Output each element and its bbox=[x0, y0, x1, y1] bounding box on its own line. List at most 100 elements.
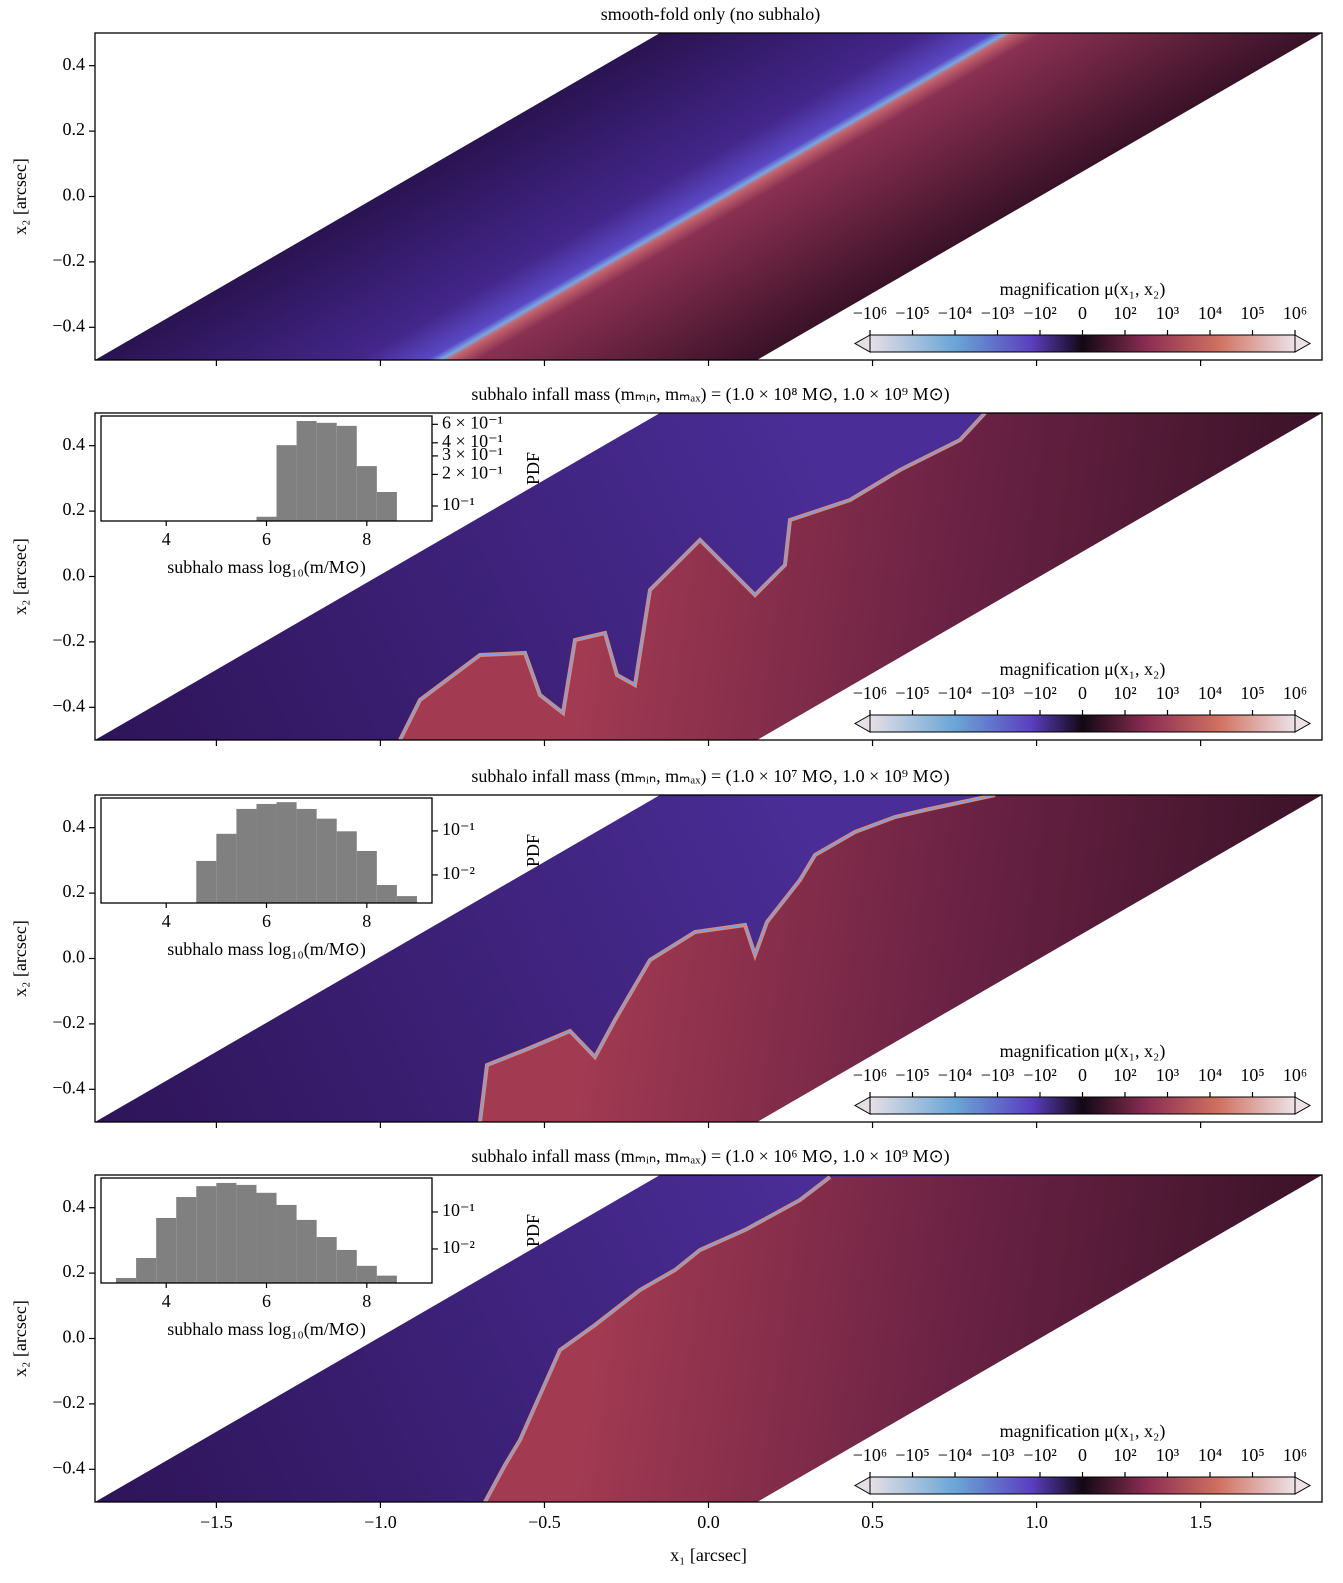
y-tick-label: −0.2 bbox=[52, 1392, 85, 1412]
y-tick-label: −0.4 bbox=[52, 315, 85, 335]
colorbar-tick-label: −10² bbox=[1023, 683, 1057, 703]
histogram-bar bbox=[196, 1186, 217, 1283]
x-tick-label: 0.0 bbox=[697, 1512, 720, 1532]
histogram-bar bbox=[276, 802, 297, 903]
colorbar-tick-label: −10⁴ bbox=[938, 683, 972, 703]
x-tick-label: −1.5 bbox=[200, 1512, 233, 1532]
y-axis-label: x₂ [arcsec] bbox=[10, 538, 30, 615]
colorbar-tick-label: −10⁵ bbox=[895, 1065, 929, 1085]
histogram-bar bbox=[296, 421, 317, 521]
inset-y-tick-label: 10⁻¹ bbox=[442, 819, 475, 839]
histogram-bar bbox=[316, 1237, 337, 1283]
colorbar-tick-label: −10⁴ bbox=[938, 303, 972, 323]
colorbar-tick-label: −10³ bbox=[981, 683, 1015, 703]
histogram-bar bbox=[376, 491, 397, 521]
colorbar-label: magnification μ(x₁, x₂) bbox=[1000, 1041, 1166, 1062]
y-tick-label: 0.2 bbox=[63, 119, 86, 139]
inset-y-tick-label: 3 × 10⁻¹ bbox=[442, 444, 503, 464]
colorbar-extend-high bbox=[1294, 714, 1312, 733]
colorbar-tick-label: 0 bbox=[1078, 683, 1087, 703]
colorbar-tick-label: 0 bbox=[1078, 1445, 1087, 1465]
colorbar-tick-label: −10⁶ bbox=[853, 1065, 887, 1085]
histogram-bar bbox=[276, 445, 297, 521]
histogram-bar bbox=[316, 422, 337, 521]
y-tick-label: −0.2 bbox=[52, 250, 85, 270]
colorbar-body bbox=[869, 1096, 1296, 1115]
histogram-bar bbox=[376, 884, 397, 903]
colorbar-extend-high bbox=[1294, 334, 1312, 353]
colorbar-tick-label: 10⁶ bbox=[1283, 683, 1307, 703]
y-tick-label: 0.2 bbox=[63, 881, 86, 901]
inset-y-tick-label: 4 × 10⁻¹ bbox=[442, 431, 503, 451]
inset-y-label: PDF bbox=[523, 834, 543, 867]
colorbar-extend-low bbox=[853, 334, 871, 353]
positive-region bbox=[400, 413, 1322, 740]
colorbar-extend-low bbox=[853, 1476, 871, 1495]
y-tick-label: 0.0 bbox=[63, 185, 86, 205]
inset-y-tick-label: 2 × 10⁻¹ bbox=[442, 463, 503, 483]
y-tick-label: −0.4 bbox=[52, 695, 85, 715]
x-tick-label: 0.5 bbox=[861, 1512, 884, 1532]
histogram-bar bbox=[396, 896, 417, 903]
colorbar-tick-label: −10³ bbox=[981, 1445, 1015, 1465]
colorbar: −10⁶ −10⁵ −10⁴ −10³ −10² 0 10² 10³ 10⁴ 10⁵ 10⁶ magn… bbox=[853, 279, 1312, 353]
panel-title: smooth-fold only (no subhalo) bbox=[601, 4, 820, 25]
colorbar-tick-label: −10² bbox=[1023, 1445, 1057, 1465]
y-tick-label: 0.4 bbox=[63, 816, 86, 836]
colorbar-extend-high bbox=[1294, 1476, 1312, 1495]
y-axis-label: x₂ [arcsec] bbox=[10, 158, 30, 235]
y-tick-label: 0.4 bbox=[63, 1196, 86, 1216]
histogram-bar bbox=[256, 516, 277, 521]
inset-y-label: PDF bbox=[523, 1214, 543, 1247]
colorbar-tick-label: 10² bbox=[1113, 303, 1136, 323]
colorbar-tick-label: 10⁵ bbox=[1240, 683, 1264, 703]
colorbar: −10⁶ −10⁵ −10⁴ −10³ −10² 0 10² 10³ 10⁴ 10⁵ 10⁶ magn… bbox=[853, 1041, 1312, 1115]
colorbar-tick-label: 10³ bbox=[1156, 683, 1180, 703]
colorbar-tick-label: 10³ bbox=[1156, 1065, 1180, 1085]
colorbar-tick-label: 10³ bbox=[1156, 1445, 1180, 1465]
histogram-bar bbox=[336, 425, 357, 521]
y-tick-label: 0.0 bbox=[63, 565, 86, 585]
critical-curve bbox=[484, 1176, 831, 1502]
colorbar-tick-label: 10⁵ bbox=[1240, 1445, 1264, 1465]
histogram-bar bbox=[256, 1192, 277, 1283]
colorbar-tick-label: 0 bbox=[1078, 303, 1087, 323]
colorbar-tick-label: 10³ bbox=[1156, 303, 1180, 323]
histogram-bar bbox=[356, 850, 377, 903]
colorbar-tick-label: 10⁶ bbox=[1283, 1065, 1307, 1085]
inset-x-label: subhalo mass log₁₀(m/M⊙) bbox=[167, 1319, 366, 1340]
inset-y-tick-label: 6 × 10⁻¹ bbox=[442, 412, 503, 432]
colorbar-tick-label: −10⁶ bbox=[853, 683, 887, 703]
colorbar-extend-low bbox=[853, 714, 871, 733]
histogram-bar bbox=[296, 808, 317, 903]
inset-x-label: subhalo mass log₁₀(m/M⊙) bbox=[167, 939, 366, 960]
inset-y-tick-label: 10⁻² bbox=[442, 863, 475, 883]
colorbar-tick-label: −10⁵ bbox=[895, 1445, 929, 1465]
histogram-bar bbox=[216, 833, 237, 903]
histogram-bar bbox=[296, 1219, 317, 1283]
inset-y-tick-label: 10⁻² bbox=[442, 1237, 475, 1257]
colorbar-tick-label: −10⁴ bbox=[938, 1445, 972, 1465]
y-tick-label: 0.4 bbox=[63, 434, 86, 454]
y-axis-label: x₂ [arcsec] bbox=[10, 920, 30, 997]
histogram-bar bbox=[336, 1249, 357, 1283]
inset-x-label: subhalo mass log₁₀(m/M⊙) bbox=[167, 557, 366, 578]
inset-x-tick-label: 4 bbox=[162, 911, 171, 931]
colorbar-tick-label: −10⁴ bbox=[938, 1065, 972, 1085]
inset-x-tick-label: 8 bbox=[362, 911, 371, 931]
colorbar-label: magnification μ(x₁, x₂) bbox=[1000, 1421, 1166, 1442]
colorbar-body bbox=[869, 334, 1296, 353]
inset-x-tick-label: 4 bbox=[162, 529, 171, 549]
colorbar-tick-label: 10⁶ bbox=[1283, 303, 1307, 323]
y-tick-label: 0.2 bbox=[63, 1261, 86, 1281]
positive-region bbox=[480, 795, 1322, 1122]
y-tick-label: −0.2 bbox=[52, 630, 85, 650]
colorbar-tick-label: 10² bbox=[1113, 683, 1136, 703]
colorbar-tick-label: 10⁴ bbox=[1198, 1065, 1222, 1085]
inset-x-tick-label: 8 bbox=[362, 529, 371, 549]
inset-y-label: PDF bbox=[523, 452, 543, 485]
colorbar-tick-label: 0 bbox=[1078, 1065, 1087, 1085]
y-tick-label: 0.0 bbox=[63, 1327, 86, 1347]
colorbar-body bbox=[869, 1476, 1296, 1495]
